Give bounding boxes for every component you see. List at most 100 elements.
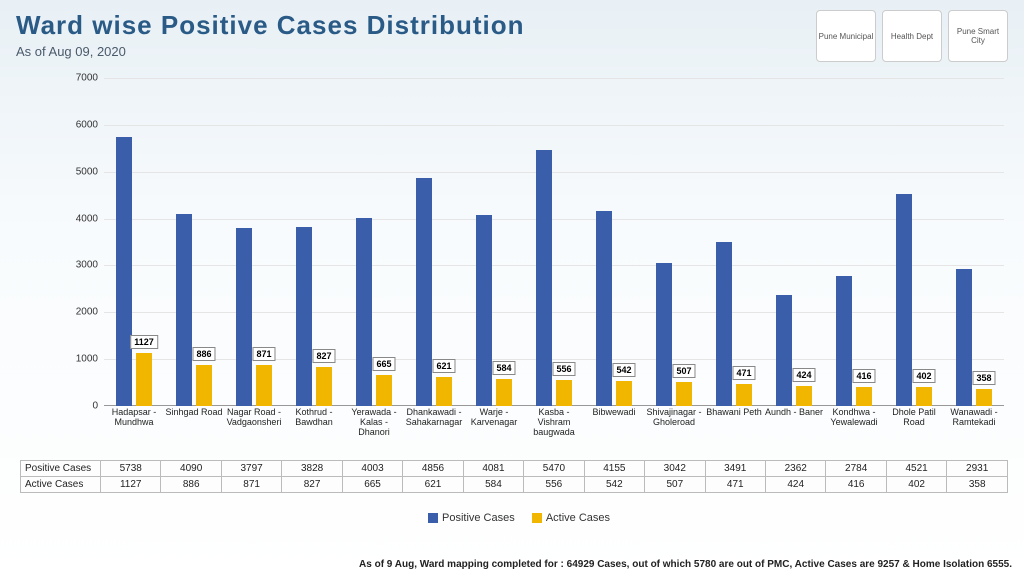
bar-active-label: 358 <box>972 371 995 385</box>
data-table: Positive Cases57384090379738284003485640… <box>20 460 1008 493</box>
table-cell: 556 <box>524 477 584 493</box>
bar-active <box>256 365 272 406</box>
table-cell: 3491 <box>705 461 765 477</box>
bar-active-label: 665 <box>372 357 395 371</box>
bar-active-label: 556 <box>552 362 575 376</box>
legend-label-positive: Positive Cases <box>442 512 515 524</box>
table-cell: 4090 <box>161 461 221 477</box>
table-cell: 871 <box>221 477 281 493</box>
logo-smartcity: Pune Smart City <box>948 10 1008 62</box>
bar-positive <box>896 194 912 406</box>
bar-active-label: 871 <box>252 347 275 361</box>
bar-active-label: 621 <box>432 359 455 373</box>
bar-active <box>436 377 452 406</box>
table-cell: 471 <box>705 477 765 493</box>
table-cell: 886 <box>161 477 221 493</box>
table-row-label: Active Cases <box>21 477 101 493</box>
bar-active <box>496 379 512 406</box>
bar-active <box>856 387 872 406</box>
bar-positive <box>296 227 312 406</box>
bar-active-label: 584 <box>492 361 515 375</box>
table-cell: 358 <box>947 477 1008 493</box>
logo-health: Health Dept <box>882 10 942 62</box>
bar-active <box>376 375 392 406</box>
table-cell: 507 <box>645 477 705 493</box>
table-cell: 3042 <box>645 461 705 477</box>
y-tick: 0 <box>48 401 98 412</box>
bar-positive <box>116 137 132 406</box>
table-row-label: Positive Cases <box>21 461 101 477</box>
bar-active <box>196 365 212 407</box>
x-label: Kothrud - Bawdhan <box>284 408 344 428</box>
y-tick: 3000 <box>48 260 98 271</box>
footer-note: As of 9 Aug, Ward mapping completed for … <box>359 559 1012 570</box>
legend: Positive Cases Active Cases <box>0 512 1024 524</box>
bar-active <box>796 386 812 406</box>
table-cell: 4003 <box>342 461 402 477</box>
x-label: Shivajinagar - Gholeroad <box>644 408 704 428</box>
header: Ward wise Positive Cases Distribution As… <box>0 0 1024 66</box>
bar-active <box>556 380 572 406</box>
x-label: Kasba - Vishram baugwada <box>524 408 584 438</box>
logo-row: Pune Municipal Health Dept Pune Smart Ci… <box>816 10 1008 62</box>
table-cell: 2784 <box>826 461 886 477</box>
x-label: Kondhwa - Yewalewadi <box>824 408 884 428</box>
bar-active <box>316 367 332 406</box>
table-cell: 402 <box>886 477 946 493</box>
table-cell: 584 <box>463 477 523 493</box>
table-cell: 416 <box>826 477 886 493</box>
bar-active <box>136 353 152 406</box>
x-label: Dhole Patil Road <box>884 408 944 428</box>
table-cell: 3797 <box>221 461 281 477</box>
table-cell: 665 <box>342 477 402 493</box>
bar-positive <box>656 263 672 406</box>
table-cell: 4155 <box>584 461 644 477</box>
bar-active <box>976 389 992 406</box>
y-tick: 5000 <box>48 166 98 177</box>
y-tick: 2000 <box>48 307 98 318</box>
x-label: Wanawadi - Ramtekadi <box>944 408 1004 428</box>
y-tick: 4000 <box>48 213 98 224</box>
bar-active-label: 542 <box>612 363 635 377</box>
table-cell: 1127 <box>101 477 161 493</box>
bar-positive <box>476 215 492 406</box>
bar-active-label: 402 <box>912 369 935 383</box>
legend-swatch-active <box>532 513 542 523</box>
bar-active-label: 424 <box>792 368 815 382</box>
table-cell: 5470 <box>524 461 584 477</box>
bar-active <box>676 382 692 406</box>
table-cell: 3828 <box>282 461 342 477</box>
table-cell: 827 <box>282 477 342 493</box>
chart: 01000200030004000500060007000 1127886871… <box>50 78 1010 438</box>
table-cell: 621 <box>403 477 463 493</box>
x-label: Yerawada - Kalas - Dhanori <box>344 408 404 438</box>
legend-swatch-positive <box>428 513 438 523</box>
table-cell: 542 <box>584 477 644 493</box>
table-cell: 4081 <box>463 461 523 477</box>
bar-active-label: 507 <box>672 364 695 378</box>
table-cell: 4521 <box>886 461 946 477</box>
bar-positive <box>356 218 372 406</box>
table-cell: 4856 <box>403 461 463 477</box>
bar-active-label: 416 <box>852 369 875 383</box>
table-cell: 5738 <box>101 461 161 477</box>
bar-positive <box>416 178 432 406</box>
logo-pmc: Pune Municipal <box>816 10 876 62</box>
bar-positive <box>776 295 792 406</box>
y-tick: 6000 <box>48 119 98 130</box>
y-tick: 1000 <box>48 354 98 365</box>
bar-positive <box>716 242 732 406</box>
bar-positive <box>836 276 852 406</box>
bar-active-label: 827 <box>312 349 335 363</box>
page-subtitle: As of Aug 09, 2020 <box>16 44 525 59</box>
bar-positive <box>236 228 252 406</box>
x-label: Aundh - Baner <box>764 408 824 418</box>
bar-active-label: 1127 <box>130 335 158 349</box>
x-label: Bibwewadi <box>584 408 644 418</box>
x-label: Dhankawadi - Sahakarnagar <box>404 408 464 428</box>
bar-active-label: 471 <box>732 366 755 380</box>
table-cell: 424 <box>765 477 825 493</box>
table-cell: 2931 <box>947 461 1008 477</box>
bar-positive <box>176 214 192 406</box>
x-label: Sinhgad Road <box>164 408 224 418</box>
